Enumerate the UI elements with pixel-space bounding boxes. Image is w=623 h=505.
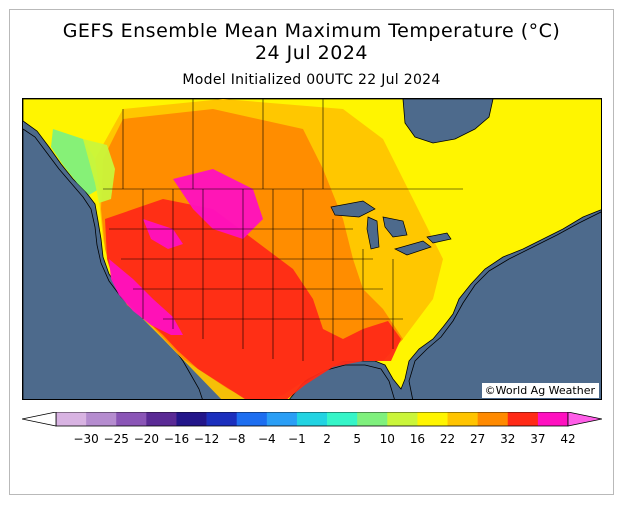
legend-swatch (86, 412, 117, 426)
legend-tick-label: 32 (500, 432, 516, 446)
legend-tick-label: −16 (163, 432, 190, 446)
model-init-label: Model Initialized 00UTC 22 Jul 2024 (182, 72, 441, 88)
legend-arrow-high (567, 412, 602, 427)
legend-swatch (206, 412, 238, 426)
copyright-label: ©World Ag Weather (481, 383, 599, 398)
legend-swatch (387, 412, 418, 426)
legend-tick-label: 10 (379, 432, 395, 446)
legend-tick-label: −1 (288, 432, 306, 446)
figure-frame (9, 9, 614, 495)
legend-arrow-low (22, 412, 57, 427)
legend-tick-label: 16 (409, 432, 426, 446)
legend-swatch (236, 412, 268, 426)
temperature-map: ©World Ag Weather (22, 98, 602, 400)
legend-bar (22, 412, 602, 427)
legend-swatch (537, 412, 569, 426)
legend-tick-label: −4 (257, 432, 276, 446)
temp-region-42b (109, 259, 183, 335)
legend-tick-label: −20 (133, 432, 160, 446)
map-date: 24 Jul 2024 (254, 42, 369, 64)
legend-tick-label: −8 (227, 432, 246, 446)
legend-swatch (507, 412, 539, 426)
legend-swatch (357, 412, 388, 426)
temp-region-16 (83, 139, 115, 203)
legend-tick-label: −25 (103, 432, 129, 446)
legend-swatch (327, 412, 358, 426)
atlantic-ocean (408, 211, 601, 399)
legend-swatch (176, 412, 207, 426)
great-lakes (330, 200, 452, 256)
color-legend: −30 −25 −20 −16 −12 −8 −4 −1 2 5 10 16 22 27 32 37 42 (22, 412, 602, 448)
legend-swatch (296, 412, 328, 426)
legend-swatch (146, 412, 177, 426)
legend-tick-label: 42 (560, 432, 576, 446)
legend-tick-label: 2 (323, 432, 331, 446)
temp-region-42a (173, 169, 263, 239)
legend-tick-label: 5 (353, 432, 362, 446)
legend-tick-label: 22 (439, 432, 456, 446)
legend-swatch (477, 412, 509, 426)
legend-swatch (56, 412, 87, 426)
temp-region-37 (105, 199, 401, 399)
legend-tick-label: 37 (530, 432, 546, 446)
legend-tick-label: −30 (73, 432, 99, 446)
legend-swatch (447, 412, 478, 426)
legend-swatch (266, 412, 298, 426)
legend-swatch (417, 412, 448, 426)
legend-swatch (116, 412, 147, 426)
legend-tick-label: −12 (193, 432, 220, 446)
political-boundaries (103, 99, 463, 361)
hudson-bay (402, 99, 494, 144)
map-canvas (23, 99, 601, 399)
map-title: GEFS Ensemble Mean Maximum Temperature (… (62, 20, 561, 42)
temp-region-10 (51, 129, 99, 195)
legend-tick-label: 27 (469, 432, 486, 446)
